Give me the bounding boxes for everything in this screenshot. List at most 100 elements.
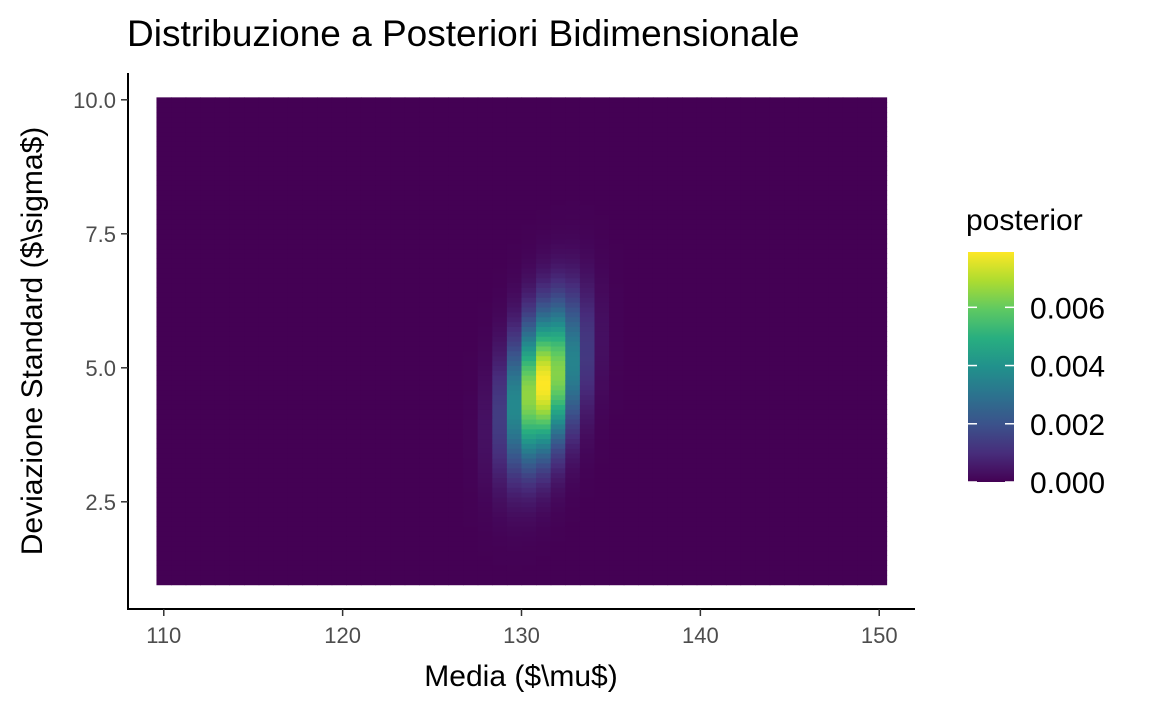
- heatmap-cell: [419, 482, 435, 488]
- heatmap-cell: [638, 175, 654, 181]
- heatmap-cell: [390, 526, 406, 532]
- heatmap-cell: [331, 418, 347, 425]
- heatmap-cell: [755, 219, 771, 225]
- heatmap-cell: [287, 326, 304, 332]
- heatmap-cell: [565, 428, 581, 435]
- heatmap-cell: [696, 258, 712, 264]
- heatmap-cell: [682, 467, 698, 474]
- heatmap-cell: [390, 355, 406, 362]
- heatmap-cell: [185, 550, 201, 556]
- heatmap-cell: [346, 102, 362, 108]
- heatmap-cell: [346, 570, 362, 576]
- heatmap-cell: [828, 394, 844, 401]
- heatmap-cell: [769, 165, 785, 172]
- heatmap-cell: [711, 224, 727, 230]
- heatmap-cell: [565, 389, 581, 396]
- heatmap-cell: [492, 477, 508, 483]
- heatmap-cell: [200, 355, 216, 362]
- heatmap-cell: [842, 111, 858, 118]
- heatmap-cell: [390, 482, 406, 488]
- heatmap-cell: [214, 185, 231, 191]
- heatmap-cell: [842, 170, 858, 176]
- heatmap-cell: [346, 443, 362, 449]
- heatmap-cell: [273, 189, 289, 196]
- heatmap-cell: [565, 516, 581, 522]
- heatmap-cell: [346, 375, 362, 381]
- heatmap-cell: [287, 131, 304, 137]
- heatmap-cell: [156, 345, 172, 352]
- heatmap-cell: [798, 487, 815, 493]
- heatmap-cell: [842, 165, 858, 172]
- heatmap-cell: [360, 111, 377, 118]
- heatmap-cell: [463, 540, 479, 547]
- heatmap-cell: [594, 228, 610, 235]
- heatmap-cell: [609, 355, 625, 362]
- heatmap-cell: [682, 326, 698, 332]
- heatmap-cell: [667, 560, 683, 566]
- heatmap-cell: [769, 526, 785, 532]
- heatmap-cell: [390, 574, 406, 581]
- heatmap-cell: [521, 238, 537, 245]
- heatmap-cell: [229, 209, 245, 215]
- heatmap-cell: [156, 360, 172, 366]
- heatmap-cell: [287, 448, 304, 454]
- heatmap-cell: [550, 277, 566, 284]
- heatmap-cell: [258, 477, 274, 483]
- heatmap-cell: [594, 399, 610, 405]
- heatmap-cell: [287, 433, 304, 440]
- heatmap-cell: [317, 326, 333, 332]
- heatmap-cell: [725, 433, 742, 440]
- heatmap-cell: [229, 282, 245, 288]
- heatmap-cell: [667, 238, 683, 245]
- heatmap-cell: [185, 272, 201, 279]
- heatmap-cell: [521, 165, 537, 172]
- heatmap-cell: [258, 282, 274, 288]
- heatmap-cell: [755, 331, 771, 337]
- heatmap-cell: [667, 267, 683, 274]
- heatmap-cell: [258, 141, 274, 147]
- heatmap-cell: [433, 297, 450, 303]
- heatmap-cell: [258, 467, 274, 474]
- heatmap-cell: [842, 414, 858, 420]
- heatmap-cell: [200, 350, 216, 357]
- heatmap-cell: [594, 146, 610, 152]
- heatmap-cell: [302, 535, 318, 542]
- heatmap-cell: [390, 302, 406, 308]
- heatmap-cell: [828, 336, 844, 342]
- heatmap-cell: [813, 574, 829, 581]
- heatmap-cell: [287, 292, 304, 298]
- heatmap-cell: [448, 224, 464, 230]
- heatmap-cell: [711, 428, 727, 435]
- heatmap-cell: [477, 579, 493, 586]
- heatmap-cell: [740, 423, 756, 430]
- heatmap-cell: [229, 204, 245, 211]
- heatmap-cell: [579, 501, 596, 508]
- heatmap-cell: [536, 443, 552, 449]
- heatmap-cell: [346, 97, 362, 103]
- heatmap-cell: [594, 331, 610, 337]
- heatmap-cell: [711, 267, 727, 274]
- heatmap-cell: [229, 170, 245, 176]
- heatmap-cell: [287, 209, 304, 215]
- heatmap-cell: [857, 287, 873, 293]
- heatmap-cell: [419, 389, 435, 396]
- heatmap-cell: [521, 341, 537, 347]
- heatmap-cell: [287, 302, 304, 308]
- heatmap-cell: [652, 175, 669, 181]
- heatmap-cell: [813, 394, 829, 401]
- heatmap-cell: [842, 297, 858, 303]
- heatmap-cell: [433, 292, 450, 298]
- heatmap-cell: [214, 214, 231, 220]
- heatmap-cell: [360, 282, 377, 288]
- heatmap-cell: [331, 521, 347, 527]
- heatmap-cell: [273, 443, 289, 449]
- heatmap-cell: [521, 253, 537, 259]
- heatmap-cell: [258, 438, 274, 444]
- heatmap-cell: [185, 219, 201, 225]
- heatmap-cell: [273, 433, 289, 440]
- heatmap-cell: [244, 355, 260, 362]
- heatmap-cell: [857, 219, 873, 225]
- heatmap-cell: [244, 535, 260, 542]
- heatmap-cell: [769, 399, 785, 405]
- heatmap-cell: [229, 448, 245, 454]
